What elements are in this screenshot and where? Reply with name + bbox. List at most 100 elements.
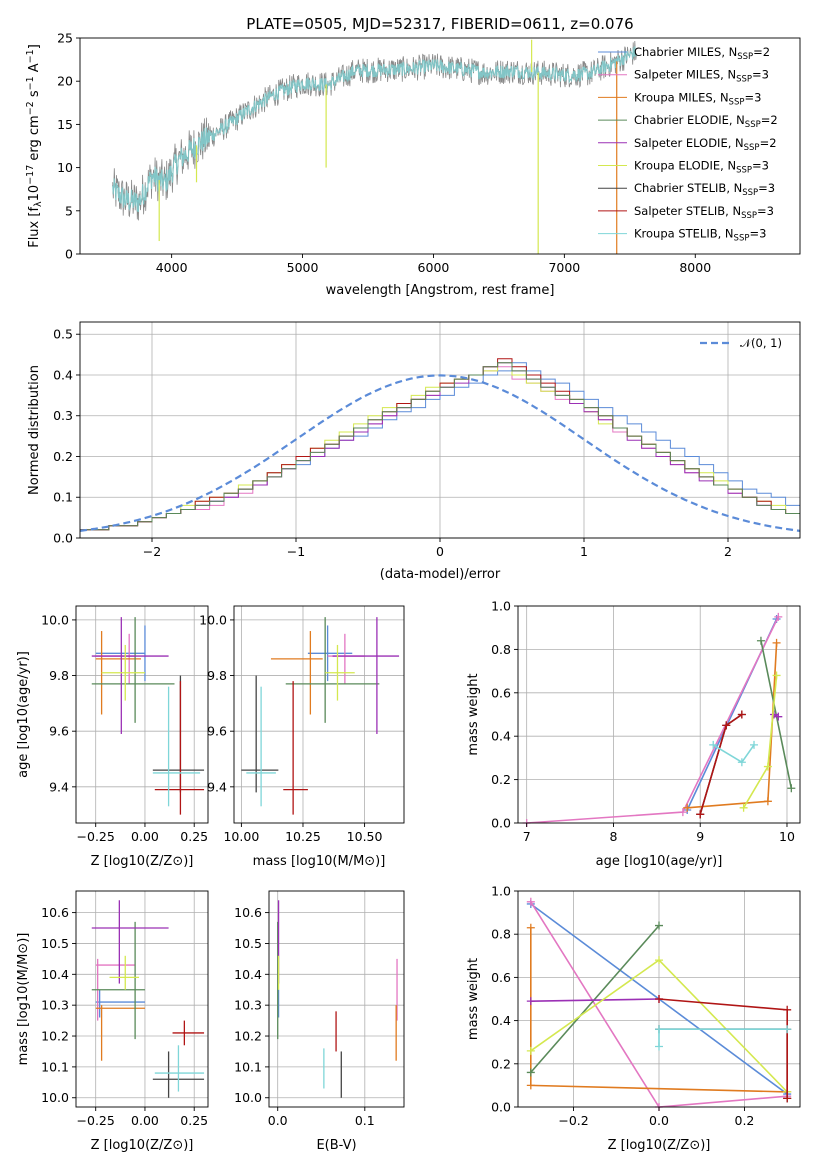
legend-label: Chabrier MILES, NSSP=2 bbox=[634, 45, 770, 62]
weight-line bbox=[530, 925, 660, 1073]
y-tick-label: 0.2 bbox=[53, 449, 73, 464]
x-tick-label: 8 bbox=[609, 829, 617, 844]
spectrum-x-label: wavelength [Angstrom, rest frame] bbox=[326, 283, 555, 298]
weight-marker bbox=[526, 923, 535, 932]
spectrum-title: PLATE=0505, MJD=52317, FIBERID=0611, z=0… bbox=[246, 15, 633, 33]
histogram-step bbox=[80, 362, 800, 531]
y-tick-label: 10.2 bbox=[234, 1029, 262, 1044]
weight-marker bbox=[737, 758, 746, 767]
weight-marker bbox=[756, 636, 765, 645]
y-tick-label: 9.6 bbox=[207, 724, 227, 739]
y-tick-label: 0.1 bbox=[53, 490, 73, 505]
weight-line bbox=[526, 616, 780, 824]
x-tick-label: 1 bbox=[580, 544, 588, 559]
y-tick-label: 9.4 bbox=[49, 779, 69, 794]
weight-marker bbox=[709, 740, 718, 749]
x-tick-label: 8000 bbox=[679, 260, 711, 275]
x-tick-label: 10.50 bbox=[347, 829, 383, 844]
age-vs-mass-panel: 10.00 10.25 10.50 9.4 9.6 9.8 10.0 mass [log10(… bbox=[199, 605, 405, 869]
legend-label: Kroupa ELODIE, NSSP=3 bbox=[634, 159, 769, 176]
y-tick-label: 0.6 bbox=[491, 970, 511, 985]
legend-label: Salpeter STELIB, NSSP=3 bbox=[634, 204, 774, 221]
y-tick-label: 10.0 bbox=[234, 1090, 262, 1105]
x-tick-label: −0.25 bbox=[77, 829, 115, 844]
weight-vs-z-panel-x-label: Z [log10(Z/Z⊙)] bbox=[608, 1138, 711, 1153]
x-tick-label: −2 bbox=[143, 544, 161, 559]
y-tick-label: 0.6 bbox=[491, 685, 511, 700]
legend-label: Kroupa STELIB, NSSP=3 bbox=[634, 227, 766, 244]
weight-marker bbox=[769, 710, 778, 719]
residual-y-label: Normed distribution bbox=[27, 365, 42, 495]
weight-vs-age-panel-x-label: age [log10(age/yr)] bbox=[596, 854, 723, 869]
legend-label: Kroupa MILES, NSSP=3 bbox=[634, 90, 761, 107]
y-tick-label: 0.0 bbox=[491, 1100, 511, 1115]
weight-marker bbox=[774, 612, 783, 621]
legend-label: Salpeter MILES, NSSP=3 bbox=[634, 68, 769, 85]
weight-marker bbox=[683, 803, 692, 812]
y-tick-label: 0.2 bbox=[491, 772, 511, 787]
mass-vs-z-panel-x-label: Z [log10(Z/Z⊙)] bbox=[91, 1138, 194, 1153]
weight-marker bbox=[655, 921, 663, 930]
plot-frame bbox=[268, 890, 405, 1108]
histogram-step bbox=[80, 362, 800, 531]
y-tick-label: 10.2 bbox=[41, 1029, 69, 1044]
y-tick-label: 0.0 bbox=[491, 816, 511, 831]
weight-marker bbox=[774, 712, 783, 721]
y-tick-label: 10.1 bbox=[41, 1059, 69, 1074]
weight-marker bbox=[750, 740, 759, 749]
y-tick-label: 0.4 bbox=[491, 1013, 511, 1028]
spectrum-lines bbox=[112, 39, 637, 254]
y-tick-label: 10.1 bbox=[234, 1059, 262, 1074]
weight-marker bbox=[722, 721, 731, 730]
weight-marker bbox=[678, 808, 687, 817]
x-tick-label: 0.1 bbox=[355, 1113, 375, 1128]
x-tick-label: 0 bbox=[436, 544, 444, 559]
weight-vs-age-panel: 7 8 9 10 0.0 0.2 0.4 0.6 0.8 1.0 age [log10(age/yr… bbox=[466, 599, 801, 869]
y-tick-label: 0.3 bbox=[53, 408, 73, 423]
observed-spectrum bbox=[112, 40, 637, 221]
spectrum-panel: 4000 5000 6000 7000 8000 0 5 10 15 20 25 wavelength… bbox=[25, 31, 801, 298]
weight-vs-z-panel: −0.2 0.0 0.2 0.0 0.2 0.4 0.6 0.8 1.0 Z [log10(Z/Z… bbox=[466, 884, 801, 1153]
weight-marker bbox=[739, 803, 748, 812]
y-tick-label: 9.8 bbox=[207, 668, 227, 683]
x-tick-label: 0.25 bbox=[180, 829, 208, 844]
weight-marker bbox=[526, 997, 535, 1006]
x-tick-label: −0.25 bbox=[77, 1113, 115, 1128]
y-tick-label: 9.8 bbox=[49, 668, 69, 683]
mass-vs-ebv-panel-x-label: E(B-V) bbox=[316, 1138, 356, 1153]
weight-marker bbox=[655, 956, 663, 965]
y-tick-label: 10.0 bbox=[199, 612, 227, 627]
y-tick-label: 9.4 bbox=[207, 779, 227, 794]
histogram-step bbox=[80, 362, 800, 531]
residual-panel: −2 −1 0 1 2 0.0 0.1 0.2 0.3 0.4 0.5 (data-model)/er… bbox=[27, 321, 801, 582]
x-tick-label: 0.2 bbox=[735, 1113, 755, 1128]
age-vs-z-panel: −0.25 0.00 0.25 9.4 9.6 9.8 10.0 Z [log10(Z/Z⊙)… bbox=[16, 605, 209, 869]
weight-vs-age-panel-y-label: mass weight bbox=[466, 673, 481, 755]
y-tick-label: 1.0 bbox=[491, 599, 511, 614]
spectrum-y-label: Flux [fλ10−17 erg cm−2 s−1 A−1] bbox=[25, 44, 44, 248]
weight-line bbox=[658, 1028, 788, 1047]
x-tick-label: 9 bbox=[696, 829, 704, 844]
y-tick-label: 25 bbox=[57, 31, 73, 46]
y-tick-label: 5 bbox=[65, 203, 73, 218]
y-tick-label: 0.8 bbox=[491, 642, 511, 657]
y-tick-label: 15 bbox=[57, 117, 73, 132]
legend-label: Salpeter ELODIE, NSSP=2 bbox=[634, 136, 777, 153]
y-tick-label: 10.5 bbox=[234, 936, 262, 951]
x-tick-label: 4000 bbox=[156, 260, 188, 275]
weight-marker bbox=[655, 995, 663, 1003]
plot-frame bbox=[517, 605, 801, 824]
x-tick-label: −0.2 bbox=[558, 1113, 588, 1128]
y-tick-label: 10.3 bbox=[41, 998, 69, 1013]
x-tick-label: 0.25 bbox=[180, 1113, 208, 1128]
y-tick-label: 0 bbox=[65, 247, 73, 262]
weight-vs-z-panel-y-label: mass weight bbox=[466, 958, 481, 1040]
x-tick-label: 7000 bbox=[548, 260, 580, 275]
plot-frame bbox=[79, 37, 801, 255]
weight-marker bbox=[655, 1025, 663, 1034]
weight-marker bbox=[737, 710, 746, 719]
x-tick-label: 0.00 bbox=[131, 829, 159, 844]
weight-marker bbox=[783, 1005, 792, 1014]
x-tick-label: 7 bbox=[523, 829, 531, 844]
y-tick-label: 0.4 bbox=[491, 729, 511, 744]
